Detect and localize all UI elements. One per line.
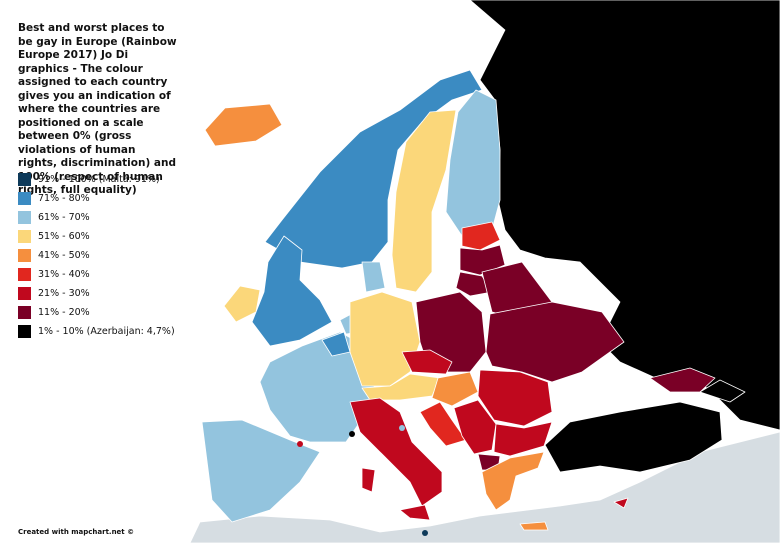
legend-swatch [18, 230, 31, 243]
legend-item: 21% - 30% [18, 284, 175, 303]
legend-swatch [18, 325, 31, 338]
country [455, 271, 493, 297]
legend-item: 31% - 40% [18, 265, 175, 284]
legend-swatch [18, 287, 31, 300]
country [699, 379, 746, 403]
microstate [297, 441, 303, 447]
legend-item: 91% - 100% (Malta: 91%) [18, 170, 175, 189]
legend-label: 61% - 70% [38, 212, 90, 223]
legend-item: 51% - 60% [18, 227, 175, 246]
country [431, 371, 479, 407]
legend-label: 21% - 30% [38, 288, 90, 299]
country [223, 285, 261, 323]
legend-label: 1% - 10% (Azerbaijan: 4,7%) [38, 326, 175, 337]
credit: Created with mapchart.net © [18, 528, 135, 536]
country [493, 421, 553, 457]
legend-swatch [18, 192, 31, 205]
microstate [422, 530, 428, 536]
microstates [297, 425, 428, 536]
country [477, 369, 553, 427]
legend-swatch [18, 268, 31, 281]
country [251, 235, 333, 347]
country [391, 109, 457, 293]
legend-swatch [18, 211, 31, 224]
country [201, 419, 321, 523]
country [445, 89, 501, 237]
legend-item: 71% - 80% [18, 189, 175, 208]
country [361, 261, 386, 293]
legend-label: 11% - 20% [38, 307, 90, 318]
country [461, 221, 501, 251]
country [349, 291, 421, 387]
country [613, 497, 629, 509]
country [519, 521, 549, 531]
legend-label: 71% - 80% [38, 193, 90, 204]
country [485, 301, 625, 383]
legend-item: 11% - 20% [18, 303, 175, 322]
legend-item: 61% - 70% [18, 208, 175, 227]
country [459, 244, 506, 276]
legend: 91% - 100% (Malta: 91%) 71% - 80% 61% - 70… [18, 170, 175, 341]
map-title: Best and worst places to be gay in Europ… [18, 22, 177, 196]
country [361, 467, 376, 493]
legend-label: 91% - 100% (Malta: 91%) [38, 174, 160, 185]
country [453, 399, 497, 455]
country [399, 504, 431, 521]
country [481, 451, 545, 511]
country [349, 397, 443, 507]
legend-label: 41% - 50% [38, 250, 90, 261]
legend-label: 31% - 40% [38, 269, 90, 280]
legend-label: 51% - 60% [38, 231, 90, 242]
microstate [349, 431, 355, 437]
country [544, 401, 723, 473]
country [401, 349, 453, 375]
legend-item: 1% - 10% (Azerbaijan: 4,7%) [18, 322, 175, 341]
legend-swatch [18, 173, 31, 186]
legend-item: 41% - 50% [18, 246, 175, 265]
country [649, 367, 716, 393]
legend-swatch [18, 249, 31, 262]
country [469, 0, 780, 431]
microstate [399, 425, 405, 431]
countries [201, 0, 780, 531]
legend-swatch [18, 306, 31, 319]
country [204, 103, 283, 147]
